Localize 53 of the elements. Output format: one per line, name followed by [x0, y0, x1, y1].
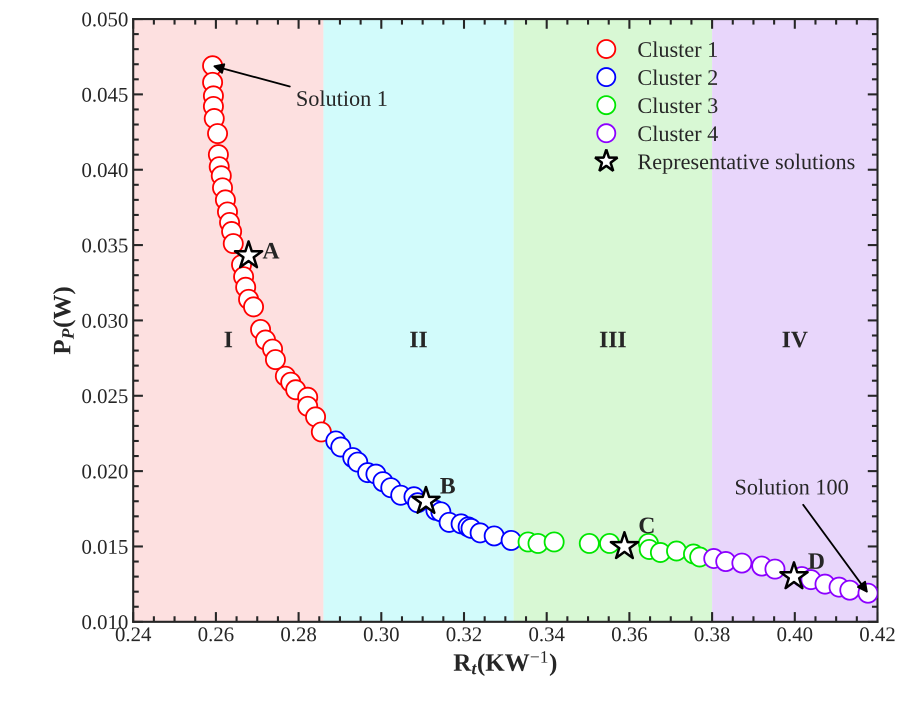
x-axis-title: R$_{t}$(KW$^{−1}$)	[454, 651, 556, 676]
x-tick-label: 0.34	[529, 627, 565, 642]
point	[411, 486, 441, 514]
x-tick-label: 0.40	[777, 627, 812, 642]
band-label: II	[410, 332, 427, 348]
point	[779, 561, 809, 590]
point	[264, 349, 286, 370]
y-tick-label: 0.015	[82, 540, 128, 554]
x-tick-label: 0.30	[364, 627, 399, 642]
legend-label: Cluster 1	[638, 41, 717, 58]
point	[839, 580, 860, 601]
legend-label: Cluster 2	[638, 69, 718, 86]
point	[578, 532, 600, 554]
x-tick-label: 0.38	[694, 627, 730, 642]
annotation: Solution 1	[297, 90, 387, 106]
band-label: III	[600, 332, 626, 348]
band-label: IV	[782, 332, 808, 348]
x-tick-label: 0.42	[860, 627, 895, 642]
point	[484, 525, 505, 546]
x-tick-label: 0.32	[446, 627, 482, 642]
point	[731, 552, 752, 574]
point	[610, 530, 640, 560]
y-tick-label: 0.050	[82, 12, 128, 27]
legend-label: Cluster 4	[638, 126, 718, 142]
data-label: B	[440, 478, 455, 494]
point	[764, 558, 786, 580]
y-tick-label: 0.020	[82, 464, 128, 479]
data-label: D	[808, 553, 824, 569]
point	[243, 296, 264, 318]
data-label: A	[262, 242, 280, 259]
point	[544, 531, 565, 552]
x-tick-label: 0.28	[281, 627, 316, 642]
annotation: Solution 100	[736, 478, 848, 495]
x-tick-label: 0.26	[198, 627, 234, 642]
point	[207, 123, 228, 144]
point	[666, 540, 688, 562]
legend-label: Cluster 3	[638, 98, 718, 114]
y-tick-label: 0.040	[82, 163, 128, 178]
x-tick-label: 0.24	[116, 627, 152, 642]
y-tick-label: 0.010	[82, 615, 128, 630]
data-label: C	[639, 517, 654, 534]
y-tick-label: 0.025	[82, 389, 128, 404]
point	[222, 233, 244, 254]
y-axis-title: P$_{P}$(W)	[52, 287, 76, 354]
y-tick-label: 0.045	[82, 88, 128, 102]
legend-label: Representative solutions	[638, 154, 854, 174]
point	[234, 240, 264, 268]
y-tick-label: 0.030	[82, 314, 128, 328]
point	[500, 530, 522, 551]
y-tick-label: 0.035	[82, 238, 128, 253]
band-label: I	[224, 332, 232, 348]
point	[310, 421, 332, 442]
x-tick-label: 0.36	[612, 627, 648, 642]
